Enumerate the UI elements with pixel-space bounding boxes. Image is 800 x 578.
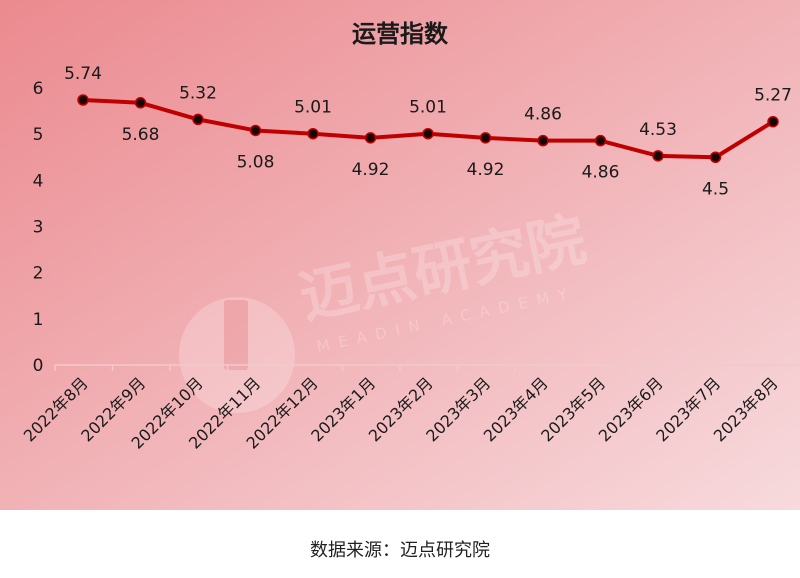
data-label: 5.27: [754, 86, 792, 106]
data-point: [422, 127, 434, 140]
y-tick-label: 5: [33, 125, 44, 145]
data-label: 4.86: [524, 105, 562, 125]
data-label: 4.92: [352, 160, 390, 180]
y-tick-label: 6: [33, 79, 44, 99]
chart-title: 运营指数: [352, 20, 449, 48]
y-axis: 0 1 2 3 4 5 6: [33, 79, 44, 376]
data-label: 4.5: [702, 179, 729, 199]
data-point: [134, 97, 147, 109]
data-label: 5.68: [122, 125, 160, 145]
y-tick-label: 1: [33, 310, 44, 330]
y-tick-label: 0: [33, 356, 44, 376]
data-point: [479, 132, 492, 144]
data-point: [767, 115, 779, 128]
data-point: [652, 150, 664, 162]
data-point: [249, 124, 262, 137]
data-label: 5.01: [294, 98, 332, 118]
data-point: [709, 151, 722, 163]
data-label: 4.86: [582, 163, 620, 183]
data-label: 5.01: [409, 98, 447, 118]
data-point: [364, 132, 377, 144]
data-label: 4.53: [639, 120, 677, 140]
y-tick-label: 2: [33, 264, 44, 284]
y-tick-label: 3: [33, 218, 44, 238]
data-point: [77, 94, 89, 106]
watermark-logo-icon: [179, 297, 295, 413]
data-point: [192, 113, 204, 126]
data-point: [307, 127, 319, 140]
data-label: 4.92: [467, 160, 505, 180]
data-label: 5.08: [237, 152, 275, 172]
chart-background: [0, 0, 800, 510]
data-label: 5.74: [64, 64, 102, 84]
source-caption: 数据来源：迈点研究院: [310, 540, 490, 561]
watermark-tower-icon: [224, 300, 248, 370]
data-label: 5.32: [179, 83, 217, 103]
y-tick-label: 4: [33, 171, 44, 191]
series-group: 5.74 5.68 5.32 5.08 5.01 4.92 5.01 4.92 4.86 4.86…: [64, 64, 792, 199]
data-point: [594, 134, 607, 147]
data-point: [537, 134, 549, 147]
